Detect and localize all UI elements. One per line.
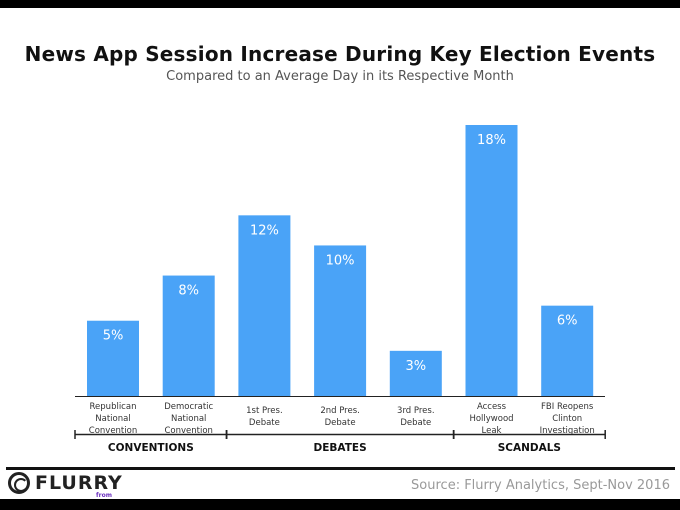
x-tick-label: 1st Pres. bbox=[246, 406, 283, 416]
bar bbox=[314, 245, 367, 396]
group-label: DEBATES bbox=[314, 442, 367, 454]
x-tick-label: Democratic bbox=[164, 402, 213, 412]
x-tick-label: National bbox=[171, 414, 206, 424]
x-tick-label: FBI Reopens bbox=[541, 402, 594, 412]
flurry-logo-icon bbox=[8, 472, 30, 494]
bar bbox=[541, 305, 594, 396]
flurry-logo: FLURRY from YAHOO! bbox=[8, 472, 123, 506]
data-label: 18% bbox=[477, 133, 506, 148]
x-tick-label: Debate bbox=[325, 418, 356, 428]
x-tick-label: Clinton bbox=[552, 414, 582, 424]
bar bbox=[87, 320, 139, 396]
footer-divider bbox=[6, 467, 675, 470]
data-label: 5% bbox=[103, 329, 124, 344]
x-tick-label: Convention bbox=[164, 426, 212, 436]
bar bbox=[238, 215, 291, 396]
data-label: 8% bbox=[178, 284, 199, 299]
logo-text: FLURRY bbox=[35, 472, 123, 494]
x-tick-label: 3rd Pres. bbox=[397, 406, 435, 416]
chart-title: News App Session Increase During Key Ele… bbox=[24, 42, 656, 66]
bar bbox=[389, 350, 442, 396]
x-tick-label: Hollywood bbox=[469, 414, 513, 424]
bar bbox=[465, 125, 518, 396]
group-label: CONVENTIONS bbox=[108, 442, 194, 454]
x-tick-label: Access bbox=[477, 402, 507, 412]
bottom-border bbox=[0, 499, 680, 510]
x-tick-label: Convention bbox=[89, 426, 137, 436]
x-tick-label: Investigation bbox=[540, 426, 595, 436]
x-tick-label: National bbox=[95, 414, 130, 424]
chart-subtitle: Compared to an Average Day in its Respec… bbox=[166, 69, 514, 84]
data-label: 12% bbox=[250, 223, 279, 238]
data-label: 6% bbox=[557, 314, 578, 329]
source-note: Source: Flurry Analytics, Sept-Nov 2016 bbox=[411, 478, 670, 493]
group-label: SCANDALS bbox=[498, 442, 561, 454]
x-tick-label: Debate bbox=[400, 418, 431, 428]
x-tick-label: Debate bbox=[249, 418, 280, 428]
data-label: 3% bbox=[405, 359, 426, 374]
x-tick-label: 2nd Pres. bbox=[320, 406, 360, 416]
x-tick-label: Leak bbox=[482, 426, 502, 436]
bar bbox=[162, 275, 215, 396]
x-tick-label: Republican bbox=[90, 402, 137, 412]
top-border bbox=[0, 0, 680, 8]
bar-chart: 5% Republican National Convention 8% Democrat… bbox=[74, 125, 606, 454]
data-label: 10% bbox=[326, 253, 355, 268]
